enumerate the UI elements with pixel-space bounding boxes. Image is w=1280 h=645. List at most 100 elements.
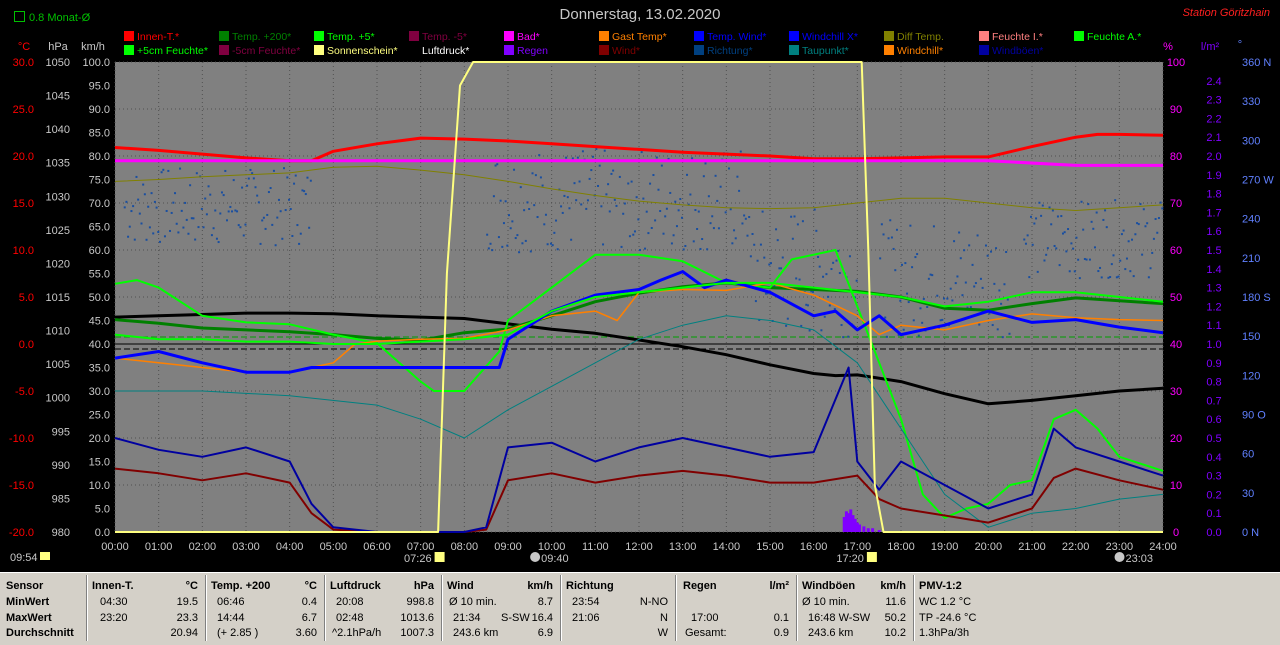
stat-value: WC 1.2 °C (919, 596, 972, 608)
legend-item[interactable]: Feuchte A.* (1074, 31, 1141, 43)
series-line (114, 467, 1164, 533)
direction-point (125, 200, 128, 203)
stat-time: 23:54 (572, 596, 600, 608)
direction-point (926, 305, 929, 308)
direction-point (261, 219, 264, 222)
direction-point (902, 328, 905, 331)
axis-tick-wind: 45.0 (89, 316, 110, 328)
direction-point (172, 201, 175, 204)
direction-point (301, 189, 304, 192)
axis-tick-pressure: 1015 (46, 292, 70, 304)
direction-point (585, 207, 588, 210)
direction-point (832, 261, 835, 264)
legend-swatch (694, 31, 704, 41)
direction-point (521, 242, 524, 245)
direction-point (1005, 250, 1008, 253)
direction-point (262, 216, 265, 219)
direction-point (736, 175, 739, 178)
axis-tick-pressure: 990 (52, 460, 70, 472)
direction-point (603, 149, 606, 152)
direction-point (635, 196, 638, 199)
direction-point (204, 197, 207, 200)
direction-point (806, 304, 809, 307)
stat-value: 6.9 (537, 627, 553, 639)
direction-point (773, 285, 776, 288)
legend-item[interactable]: Temp. Wind* (694, 31, 767, 43)
stat-distance: 243.6 km (808, 627, 854, 639)
legend-item[interactable]: Richtung* (694, 45, 753, 57)
legend-item[interactable]: Sonnenschein* (314, 45, 398, 57)
legend-item[interactable]: Temp. +200* (219, 31, 291, 43)
legend-item[interactable]: Bad* (504, 31, 540, 43)
direction-point (219, 212, 222, 215)
legend-item[interactable]: Taupunkt* (789, 45, 849, 57)
direction-point (884, 316, 887, 319)
direction-point (1068, 270, 1071, 273)
axis-tick-rain: 1.1 (1206, 320, 1221, 332)
direction-point (647, 232, 650, 235)
legend-item[interactable]: Windchill X* (789, 31, 858, 43)
direction-point (132, 205, 135, 208)
direction-point (645, 210, 648, 213)
direction-point (143, 193, 146, 196)
direction-point (566, 196, 569, 199)
legend-item[interactable]: Wind* (599, 45, 640, 57)
legend-item[interactable]: Luftdruck* (409, 45, 469, 57)
direction-point (163, 235, 166, 238)
direction-point (197, 226, 200, 229)
legend-item[interactable]: Gast Temp* (599, 31, 667, 43)
axis-tick-rain: 1.4 (1206, 264, 1221, 276)
x-tick-label: 05:00 (320, 541, 348, 553)
axis-tick-temp: 5.0 (19, 292, 34, 304)
x-tick-label: 24:00 (1149, 541, 1177, 553)
direction-point (1127, 240, 1130, 243)
direction-point (293, 182, 296, 185)
direction-point (494, 164, 497, 167)
direction-point (882, 233, 885, 236)
legend-item[interactable]: Temp. -5* (409, 31, 467, 43)
legend-item[interactable]: -5cm Feuchte* (219, 45, 300, 57)
legend-item[interactable]: Diff Temp. (884, 31, 944, 43)
direction-point (672, 234, 675, 237)
direction-point (1095, 211, 1098, 214)
axis-tick-wind: 35.0 (89, 363, 110, 375)
direction-point (1156, 231, 1159, 234)
legend-item[interactable]: Feuchte I.* (979, 31, 1043, 43)
stat-unit: hPa (413, 580, 434, 592)
direction-point (990, 250, 993, 253)
legend-item[interactable]: Windböen* (979, 45, 1043, 57)
direction-point (1065, 250, 1068, 253)
direction-point (1041, 204, 1044, 207)
direction-point (892, 247, 895, 250)
legend-item[interactable]: Temp. +5* (314, 31, 375, 43)
direction-point (487, 247, 490, 250)
direction-point (652, 174, 655, 177)
stat-regen: Regen l/m² 17:00 0.1 Gesamt: 0.9 (681, 575, 793, 643)
direction-point (234, 209, 237, 212)
direction-point (598, 164, 601, 167)
direction-point (497, 236, 500, 239)
axis-tick-temp: -20.0 (9, 527, 34, 539)
direction-point (553, 231, 556, 234)
legend-item[interactable]: Windchill* (884, 45, 943, 57)
moon-icon (530, 552, 541, 562)
series-line (115, 315, 1164, 528)
rain-bar (853, 518, 857, 532)
direction-point (1048, 206, 1051, 209)
x-tick-label: 20:00 (975, 541, 1003, 553)
direction-point (568, 207, 571, 210)
legend-item[interactable]: Regen (504, 45, 548, 57)
stat-value: 8.7 (537, 596, 553, 608)
stat-trend: ^2.1hPa/h (332, 627, 382, 639)
direction-point (189, 184, 192, 187)
direction-point (1112, 254, 1115, 257)
x-tick-label: 04:00 (276, 541, 304, 553)
direction-point (565, 156, 568, 159)
direction-point (855, 279, 858, 282)
direction-point (573, 182, 576, 185)
legend-item[interactable]: Innen-T.* (124, 31, 179, 43)
direction-point (160, 171, 163, 174)
direction-point (704, 162, 707, 165)
legend-item[interactable]: +5cm Feuchte* (124, 45, 208, 57)
direction-point (917, 334, 920, 337)
